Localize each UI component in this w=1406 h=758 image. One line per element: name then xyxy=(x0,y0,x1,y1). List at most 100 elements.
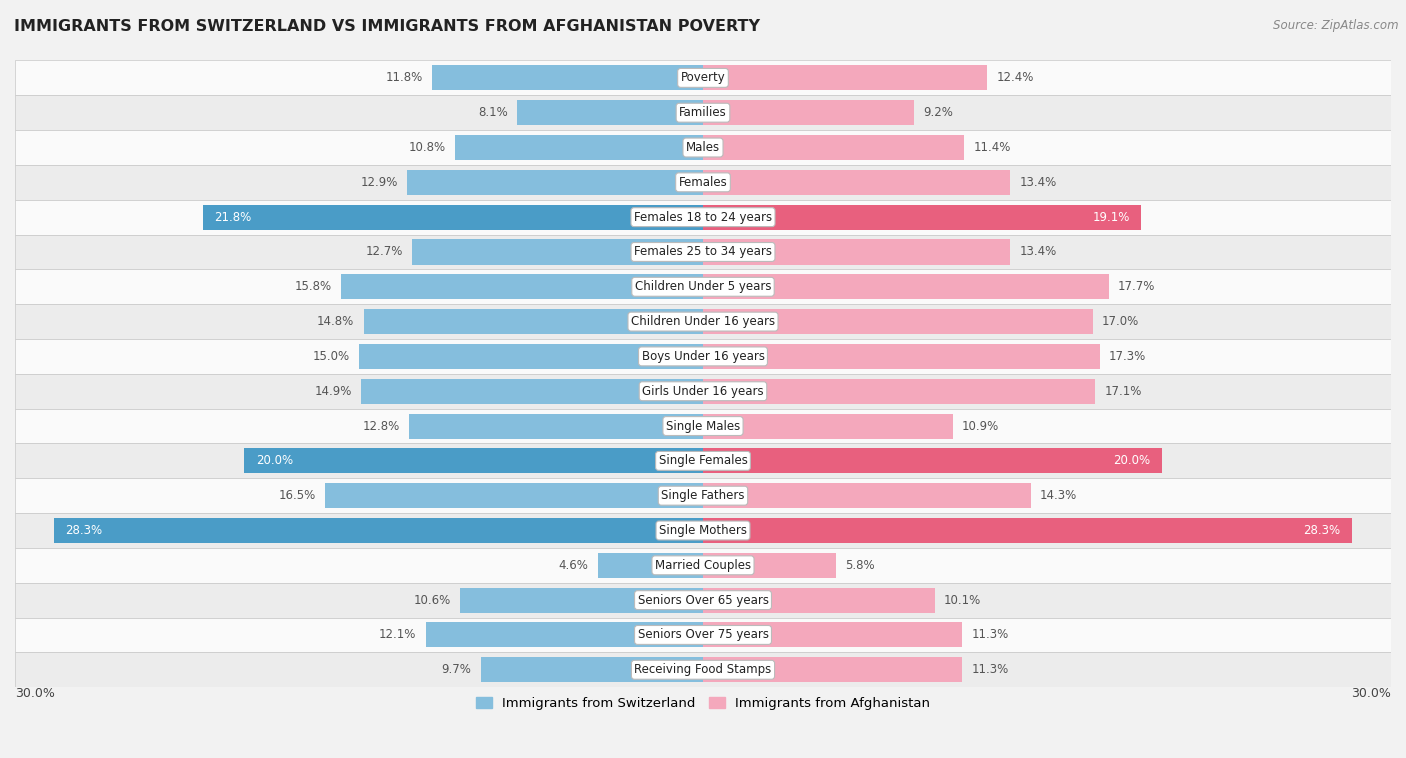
Bar xyxy=(15,269,1391,304)
Text: 12.4%: 12.4% xyxy=(997,71,1033,84)
Bar xyxy=(361,379,703,404)
Bar xyxy=(703,135,965,160)
Text: 12.1%: 12.1% xyxy=(380,628,416,641)
Text: 30.0%: 30.0% xyxy=(1351,688,1391,700)
Text: 12.7%: 12.7% xyxy=(366,246,402,258)
Bar xyxy=(703,170,1011,195)
Bar xyxy=(325,483,703,508)
Bar xyxy=(460,587,703,612)
Text: 12.9%: 12.9% xyxy=(360,176,398,189)
Text: Single Mothers: Single Mothers xyxy=(659,524,747,537)
Bar xyxy=(426,622,703,647)
Text: 14.3%: 14.3% xyxy=(1040,489,1077,503)
Text: 16.5%: 16.5% xyxy=(278,489,315,503)
Bar xyxy=(703,483,1031,508)
Bar xyxy=(340,274,703,299)
Text: 17.0%: 17.0% xyxy=(1102,315,1139,328)
Bar xyxy=(703,344,1099,369)
Bar xyxy=(15,61,1391,96)
Text: Seniors Over 65 years: Seniors Over 65 years xyxy=(637,594,769,606)
Text: Single Fathers: Single Fathers xyxy=(661,489,745,503)
Bar xyxy=(202,205,703,230)
Bar xyxy=(15,583,1391,618)
Text: 11.8%: 11.8% xyxy=(387,71,423,84)
Bar xyxy=(15,409,1391,443)
Bar xyxy=(703,518,1353,543)
Text: 17.7%: 17.7% xyxy=(1118,280,1156,293)
Bar xyxy=(703,240,1011,265)
Bar xyxy=(703,553,837,578)
Text: Receiving Food Stamps: Receiving Food Stamps xyxy=(634,663,772,676)
Text: Females 25 to 34 years: Females 25 to 34 years xyxy=(634,246,772,258)
Text: 8.1%: 8.1% xyxy=(478,106,508,119)
Text: Families: Families xyxy=(679,106,727,119)
Bar xyxy=(703,379,1095,404)
Text: Married Couples: Married Couples xyxy=(655,559,751,572)
Text: 5.8%: 5.8% xyxy=(845,559,875,572)
Bar xyxy=(703,274,1109,299)
Text: Single Females: Single Females xyxy=(658,454,748,468)
Bar xyxy=(703,657,962,682)
Bar xyxy=(15,443,1391,478)
Text: Source: ZipAtlas.com: Source: ZipAtlas.com xyxy=(1274,19,1399,32)
Bar xyxy=(703,205,1142,230)
Bar xyxy=(364,309,703,334)
Legend: Immigrants from Switzerland, Immigrants from Afghanistan: Immigrants from Switzerland, Immigrants … xyxy=(471,691,935,715)
Text: 13.4%: 13.4% xyxy=(1019,246,1057,258)
Text: 9.7%: 9.7% xyxy=(441,663,471,676)
Bar xyxy=(481,657,703,682)
Text: Males: Males xyxy=(686,141,720,154)
Bar xyxy=(703,448,1161,474)
Text: Females 18 to 24 years: Females 18 to 24 years xyxy=(634,211,772,224)
Text: Boys Under 16 years: Boys Under 16 years xyxy=(641,350,765,363)
Text: 10.9%: 10.9% xyxy=(962,419,1000,433)
Text: 10.1%: 10.1% xyxy=(943,594,981,606)
Bar xyxy=(703,622,962,647)
Text: Girls Under 16 years: Girls Under 16 years xyxy=(643,385,763,398)
Bar xyxy=(15,165,1391,200)
Bar xyxy=(245,448,703,474)
Text: 17.3%: 17.3% xyxy=(1109,350,1146,363)
Text: Females: Females xyxy=(679,176,727,189)
Bar xyxy=(15,618,1391,653)
Text: 9.2%: 9.2% xyxy=(924,106,953,119)
Bar xyxy=(408,170,703,195)
Bar xyxy=(15,478,1391,513)
Bar xyxy=(412,240,703,265)
Text: 10.8%: 10.8% xyxy=(409,141,446,154)
Text: 15.8%: 15.8% xyxy=(294,280,332,293)
Text: Poverty: Poverty xyxy=(681,71,725,84)
Text: Seniors Over 75 years: Seniors Over 75 years xyxy=(637,628,769,641)
Bar xyxy=(15,548,1391,583)
Bar xyxy=(456,135,703,160)
Bar xyxy=(598,553,703,578)
Text: 15.0%: 15.0% xyxy=(312,350,350,363)
Text: 14.8%: 14.8% xyxy=(318,315,354,328)
Text: 13.4%: 13.4% xyxy=(1019,176,1057,189)
Bar xyxy=(703,414,953,439)
Bar xyxy=(15,234,1391,269)
Text: Children Under 16 years: Children Under 16 years xyxy=(631,315,775,328)
Text: 12.8%: 12.8% xyxy=(363,419,401,433)
Bar xyxy=(359,344,703,369)
Bar xyxy=(15,130,1391,165)
Bar xyxy=(15,513,1391,548)
Bar xyxy=(409,414,703,439)
Text: 14.9%: 14.9% xyxy=(315,385,352,398)
Bar xyxy=(15,200,1391,234)
Bar xyxy=(15,653,1391,688)
Bar xyxy=(15,304,1391,339)
Text: 11.3%: 11.3% xyxy=(972,663,1008,676)
Text: 28.3%: 28.3% xyxy=(66,524,103,537)
Text: 20.0%: 20.0% xyxy=(1114,454,1150,468)
Bar xyxy=(703,587,935,612)
Bar xyxy=(703,100,914,125)
Text: 20.0%: 20.0% xyxy=(256,454,292,468)
Text: 4.6%: 4.6% xyxy=(558,559,588,572)
Bar xyxy=(53,518,703,543)
Text: IMMIGRANTS FROM SWITZERLAND VS IMMIGRANTS FROM AFGHANISTAN POVERTY: IMMIGRANTS FROM SWITZERLAND VS IMMIGRANT… xyxy=(14,19,761,34)
Text: 28.3%: 28.3% xyxy=(1303,524,1340,537)
Text: Children Under 5 years: Children Under 5 years xyxy=(634,280,772,293)
Text: 11.4%: 11.4% xyxy=(973,141,1011,154)
Bar xyxy=(703,65,987,90)
